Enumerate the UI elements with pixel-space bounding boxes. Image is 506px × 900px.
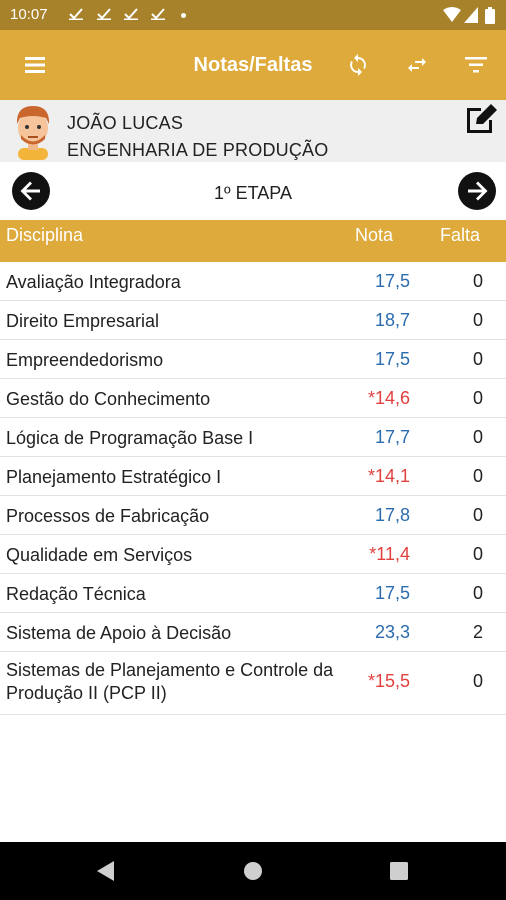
check-notification-icon (151, 8, 165, 20)
check-notification-icon (124, 8, 138, 20)
discipline-name: Lógica de Programação Base I (6, 428, 254, 448)
absence-value: 0 (472, 388, 483, 408)
avatar (16, 106, 50, 160)
table-row[interactable]: Sistema de Apoio à Decisão 23,3 2 (0, 613, 506, 652)
discipline-name: Sistemas de Planejamento e Controle da P… (6, 660, 334, 703)
grade-value: 23,3 (374, 622, 410, 642)
absence-value: 0 (472, 544, 483, 564)
table-row[interactable]: Empreendedorismo 17,5 0 (0, 340, 506, 379)
filter-icon (465, 57, 487, 73)
discipline-name: Sistema de Apoio à Decisão (6, 623, 232, 643)
table-row[interactable]: Processos de Fabricação 17,8 0 (0, 496, 506, 535)
swap-button[interactable] (402, 50, 432, 80)
table-row[interactable]: Direito Empresarial 18,7 0 (0, 301, 506, 340)
recents-nav-button[interactable] (390, 862, 408, 880)
absence-value: 0 (472, 427, 483, 447)
swap-icon (408, 58, 426, 72)
absence-column-header: Falta (440, 225, 481, 245)
discipline-name: Gestão do Conhecimento (6, 389, 211, 409)
discipline-name: Avaliação Integradora (6, 272, 181, 292)
filter-button[interactable] (461, 50, 491, 80)
signal-icon (464, 7, 478, 23)
menu-button[interactable] (20, 50, 50, 80)
page-title: Notas/Faltas (193, 54, 313, 76)
table-row[interactable]: Planejamento Estratégico I *14,1 0 (0, 457, 506, 496)
stage-label: 1º ETAPA (214, 183, 292, 203)
absence-value: 0 (472, 349, 483, 369)
previous-stage-button[interactable] (12, 172, 50, 210)
next-stage-button[interactable] (458, 172, 496, 210)
home-nav-button[interactable] (243, 861, 263, 881)
system-navigation-bar (0, 842, 506, 900)
check-notification-icon (97, 8, 111, 20)
grades-table: Avaliação Integradora 17,5 0 Direito Emp… (0, 262, 506, 715)
app-bar: Notas/Faltas (0, 30, 506, 100)
absence-value: 0 (472, 671, 483, 691)
wifi-icon (443, 7, 461, 22)
table-row[interactable]: Redação Técnica 17,5 0 (0, 574, 506, 613)
back-nav-button[interactable] (96, 861, 116, 881)
table-row[interactable]: Sistemas de Planejamento e Controle da P… (0, 652, 506, 715)
grade-value: 18,7 (374, 310, 410, 330)
grade-value: *15,5 (367, 671, 410, 691)
grade-value: *14,1 (367, 466, 410, 486)
more-notifications-dot (181, 13, 186, 18)
sync-icon (350, 54, 366, 76)
student-profile: JOÃO LUCAS ENGENHARIA DE PRODUÇÃO (0, 100, 506, 162)
stage-selector: 1º ETAPA (0, 162, 506, 220)
grade-value: 17,5 (374, 271, 410, 291)
absence-value: 2 (472, 622, 483, 642)
absence-value: 0 (472, 271, 483, 291)
discipline-name: Direito Empresarial (6, 311, 160, 331)
arrow-left-icon (20, 181, 40, 201)
grade-value: *14,6 (367, 388, 410, 408)
grade-value: *11,4 (369, 544, 410, 564)
table-row[interactable]: Gestão do Conhecimento *14,6 0 (0, 379, 506, 418)
grade-column-header: Nota (355, 225, 394, 245)
edit-icon (467, 104, 497, 133)
grade-value: 17,8 (374, 505, 410, 525)
discipline-column-header: Disciplina (6, 225, 84, 245)
edit-profile-button[interactable] (463, 104, 499, 141)
discipline-name: Redação Técnica (6, 584, 146, 604)
grade-value: 17,5 (374, 583, 410, 603)
table-header: Disciplina Nota Falta (0, 220, 506, 262)
discipline-name: Processos de Fabricação (6, 506, 210, 526)
discipline-name: Empreendedorismo (6, 350, 164, 370)
student-name: JOÃO LUCAS (67, 113, 184, 133)
grade-value: 17,7 (374, 427, 410, 447)
grade-value: 17,5 (374, 349, 410, 369)
battery-icon (485, 7, 495, 24)
table-row[interactable]: Qualidade em Serviços *11,4 0 (0, 535, 506, 574)
absence-value: 0 (472, 505, 483, 525)
table-row[interactable]: Avaliação Integradora 17,5 0 (0, 262, 506, 301)
sync-button[interactable] (343, 50, 373, 80)
table-row[interactable]: Lógica de Programação Base I 17,7 0 (0, 418, 506, 457)
discipline-name: Qualidade em Serviços (6, 545, 193, 565)
check-notification-icon (69, 8, 83, 20)
status-time: 10:07 (10, 6, 48, 23)
absence-value: 0 (472, 583, 483, 603)
absence-value: 0 (472, 310, 483, 330)
student-course: ENGENHARIA DE PRODUÇÃO (67, 140, 329, 160)
menu-icon (25, 57, 45, 73)
discipline-name: Planejamento Estratégico I (6, 467, 222, 487)
status-bar: 10:07 (0, 0, 506, 30)
absence-value: 0 (472, 466, 483, 486)
arrow-right-icon (468, 181, 488, 201)
